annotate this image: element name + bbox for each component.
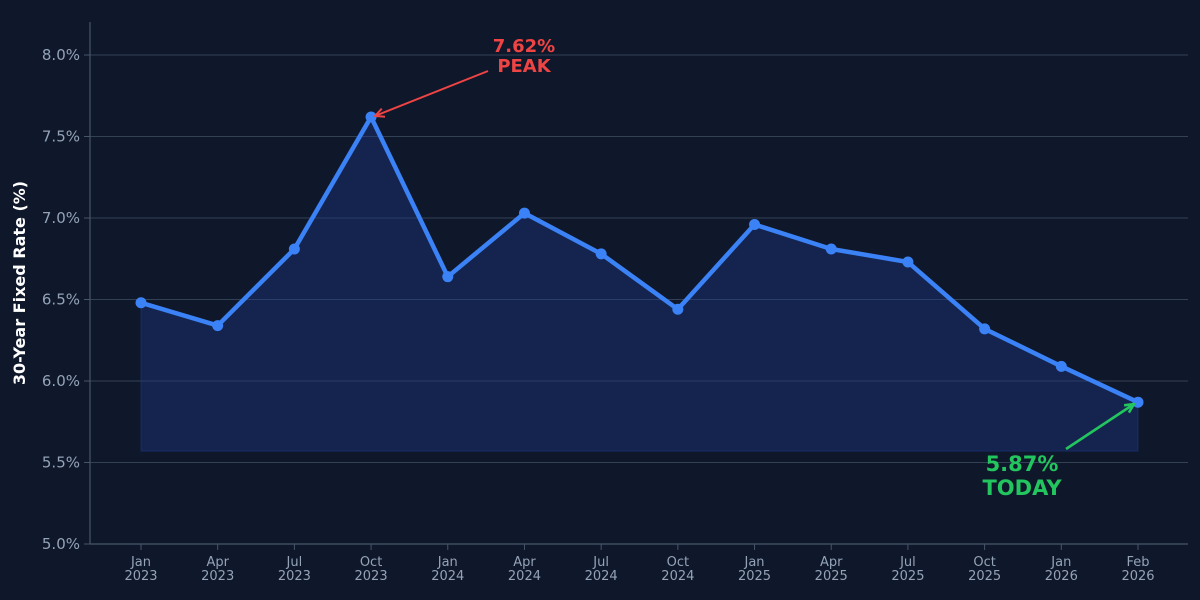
y-tick-label: 6.0% [42,372,80,390]
x-tick-label: Oct 2024 [661,555,694,584]
data-point [1055,360,1067,372]
data-point [825,243,837,255]
y-axis-ticks: 5.0% 5.5% 6.0% 6.5% 7.0% 7.5% 8.0% [42,46,90,553]
x-tick-label: Jul 2025 [891,555,924,584]
y-tick-label: 8.0% [42,46,80,64]
annotation-arrow [374,70,489,117]
data-point [979,323,991,335]
y-tick-label: 5.5% [42,454,80,472]
x-axis-ticks: Jan 2023 Apr 2023 Jul 2023 Oct 2023 Jan 2024 Apr 20… [124,544,1155,584]
annotation-value: 5.87% [986,452,1059,476]
data-point [749,219,761,231]
x-tick-label: Oct 2025 [968,555,1001,584]
annotation-value: 7.62% [493,36,555,57]
x-tick-label: Feb 2026 [1121,555,1154,584]
x-tick-label: Apr 2025 [815,555,848,584]
data-point [365,111,377,123]
x-tick-label: Jan 2024 [431,555,464,584]
data-point [518,207,530,219]
y-tick-label: 7.0% [42,209,80,227]
grid-lines [90,54,1188,463]
annotation-label: TODAY [982,476,1062,500]
x-tick-label: Jan 2025 [738,555,771,584]
annotations-layer: 7.62%PEAK 5.87%TODAY [374,36,1136,500]
data-point [1132,396,1144,408]
annotation-label: PEAK [497,56,551,77]
data-point [595,248,607,260]
series-layer [135,111,1144,452]
x-tick-label: Jan 2023 [124,555,157,584]
data-point [442,271,454,283]
data-point [288,243,300,255]
data-point [672,303,684,315]
x-tick-label: Jan 2026 [1045,555,1078,584]
x-tick-label: Apr 2023 [201,555,234,584]
y-tick-label: 7.5% [42,128,80,146]
x-tick-label: Jul 2023 [278,555,311,584]
annotation-arrow [1065,402,1135,451]
annotation-arrowhead [1123,402,1136,414]
y-tick-label: 6.5% [42,291,80,309]
x-tick-label: Jul 2024 [585,555,618,584]
data-point [902,256,914,268]
y-tick-label: 5.0% [42,535,80,553]
series-line [138,114,1141,405]
y-axis-label: 30-Year Fixed Rate (%) [10,181,29,385]
data-point [135,297,147,309]
x-tick-label: Apr 2024 [508,555,541,584]
annotation-arrowhead [374,107,386,118]
x-tick-label: Oct 2023 [355,555,388,584]
axes [89,22,1188,545]
data-point [212,320,224,332]
